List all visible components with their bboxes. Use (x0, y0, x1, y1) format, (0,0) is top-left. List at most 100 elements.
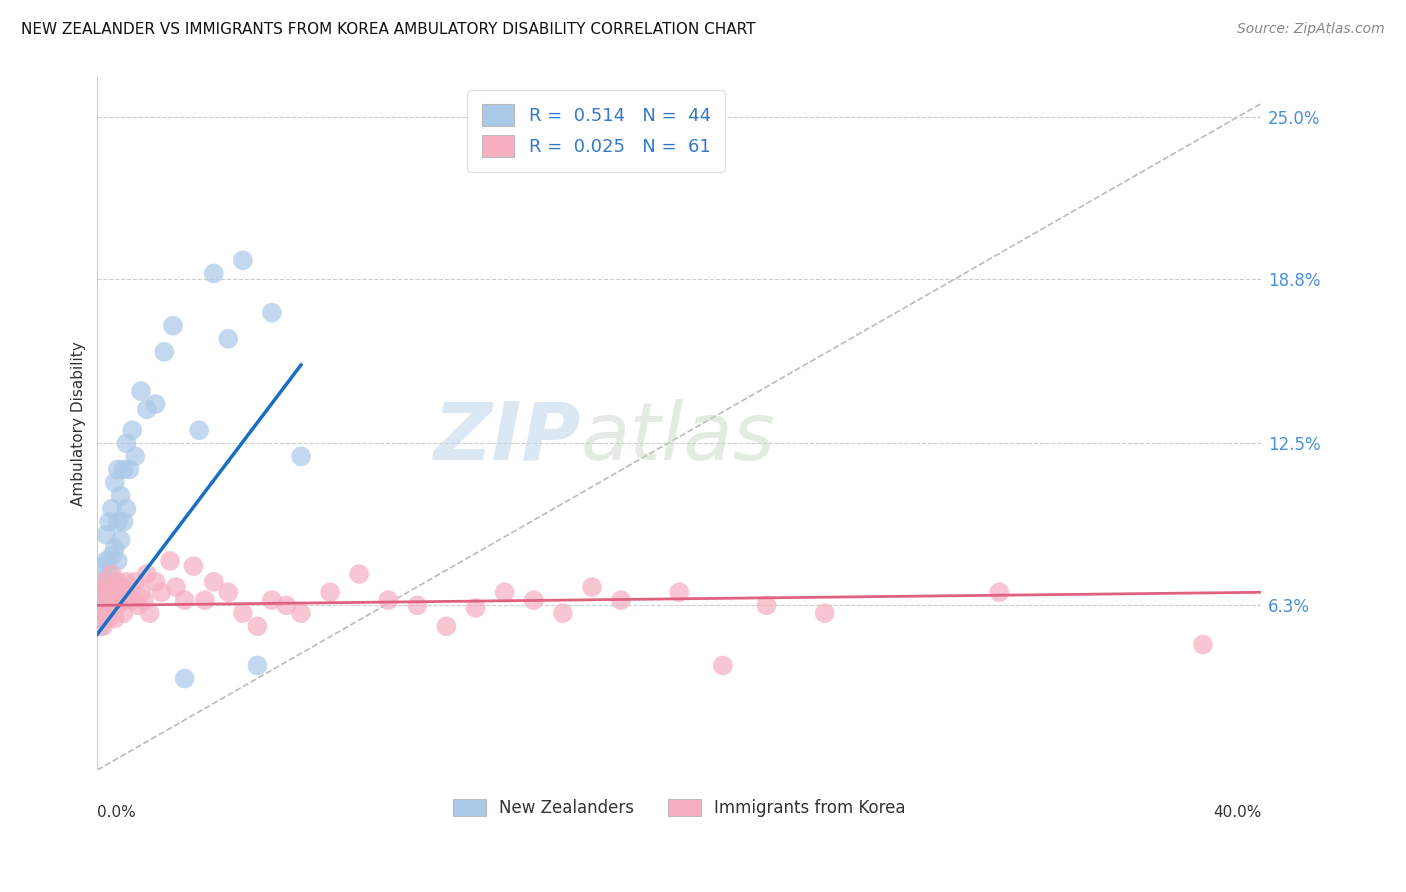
Point (98, 566, 121, 581)
Point (89, 601, 111, 615)
Point (711, 658, 734, 673)
Point (101, 580, 124, 594)
Point (232, 253, 254, 268)
Point (101, 601, 124, 615)
Point (94, 528, 117, 542)
Text: 40.0%: 40.0% (1213, 805, 1261, 820)
Point (202, 267, 225, 281)
Point (104, 475, 127, 490)
Point (581, 580, 603, 594)
Point (173, 593, 195, 607)
Point (115, 501, 138, 516)
Point (135, 402, 157, 417)
Point (232, 606, 254, 620)
Point (112, 606, 135, 620)
Point (194, 593, 217, 607)
Point (101, 501, 124, 516)
Point (91, 559, 114, 574)
Point (290, 606, 312, 620)
Point (94, 606, 117, 620)
Point (129, 384, 152, 398)
Point (115, 593, 138, 607)
Point (494, 585, 516, 599)
Point (94, 554, 117, 568)
Y-axis label: Ambulatory Disability: Ambulatory Disability (72, 342, 86, 506)
Point (755, 599, 778, 613)
Point (145, 574, 167, 589)
Point (107, 554, 129, 568)
Point (159, 554, 181, 568)
Point (347, 566, 370, 581)
Point (110, 489, 132, 503)
Point (165, 580, 187, 594)
Point (115, 436, 138, 450)
Point (436, 619, 458, 633)
Point (153, 344, 176, 359)
Text: ZIP: ZIP (433, 399, 581, 476)
Point (89, 611, 111, 625)
Point (107, 599, 129, 613)
Point (110, 533, 132, 547)
Point (319, 585, 342, 599)
Point (121, 593, 143, 607)
Point (129, 585, 152, 599)
Point (246, 619, 269, 633)
Point (94, 580, 117, 594)
Point (89, 585, 111, 599)
Point (91, 619, 114, 633)
Point (89, 619, 111, 633)
Point (104, 541, 127, 555)
Text: 0.0%: 0.0% (97, 805, 136, 820)
Point (183, 559, 205, 574)
Point (173, 672, 195, 686)
Point (290, 450, 312, 464)
Point (121, 423, 143, 437)
Point (112, 515, 135, 529)
Point (115, 574, 138, 589)
Point (988, 585, 1011, 599)
Point (668, 585, 690, 599)
Point (89, 580, 111, 594)
Point (104, 593, 127, 607)
Text: NEW ZEALANDER VS IMMIGRANTS FROM KOREA AMBULATORY DISABILITY CORRELATION CHART: NEW ZEALANDER VS IMMIGRANTS FROM KOREA A… (21, 22, 755, 37)
Point (145, 397, 167, 411)
Point (104, 574, 127, 589)
Point (112, 585, 135, 599)
Point (91, 574, 114, 589)
Point (246, 658, 269, 673)
Point (260, 593, 283, 607)
Point (1192, 638, 1215, 652)
Point (112, 462, 135, 476)
Point (124, 450, 146, 464)
Point (101, 549, 124, 563)
Point (276, 599, 298, 613)
Point (217, 585, 239, 599)
Point (98, 611, 121, 625)
Point (260, 306, 283, 320)
Point (188, 423, 211, 437)
Point (132, 593, 155, 607)
Point (91, 585, 114, 599)
Point (118, 462, 141, 476)
Point (101, 580, 124, 594)
Point (150, 585, 173, 599)
Point (98, 591, 121, 605)
Point (104, 611, 127, 625)
Legend: New Zealanders, Immigrants from Korea: New Zealanders, Immigrants from Korea (446, 792, 912, 824)
Point (124, 574, 146, 589)
Point (94, 606, 117, 620)
Point (107, 574, 129, 589)
Point (91, 599, 114, 613)
Point (91, 611, 114, 625)
Point (110, 593, 132, 607)
Point (202, 574, 225, 589)
Point (94, 574, 117, 589)
Point (138, 606, 160, 620)
Point (551, 606, 574, 620)
Point (98, 515, 121, 529)
Point (464, 601, 486, 615)
Point (107, 515, 129, 529)
Point (406, 599, 429, 613)
Point (135, 566, 157, 581)
Text: Source: ZipAtlas.com: Source: ZipAtlas.com (1237, 22, 1385, 37)
